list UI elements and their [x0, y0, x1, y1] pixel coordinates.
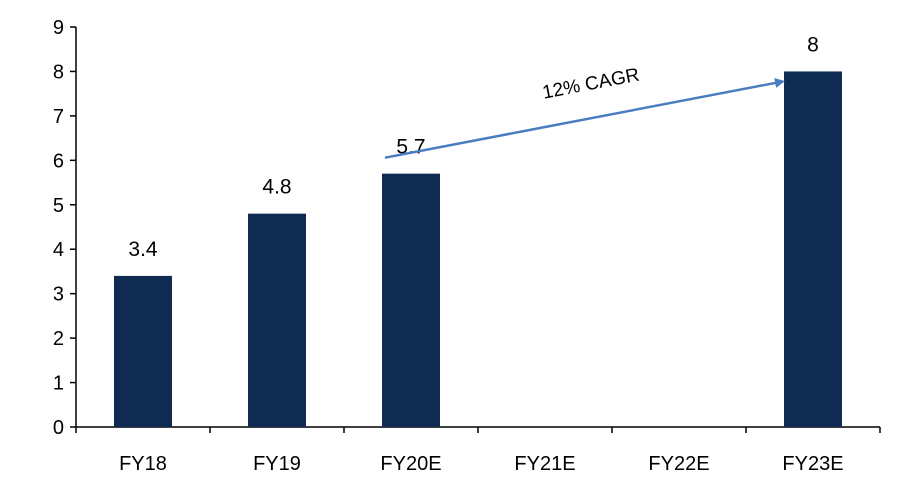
bar-fy23e: [784, 71, 842, 427]
data-labels: 3.44.85.78: [128, 33, 818, 260]
x-tick-label: FY18: [119, 453, 167, 475]
y-tick-label: 4: [53, 239, 64, 261]
cagr-label: 12% CAGR: [541, 65, 641, 104]
y-tick-label: 2: [53, 328, 64, 350]
y-tick-label: 1: [53, 373, 64, 395]
y-tick-label: 0: [53, 417, 64, 439]
bar-fy19: [248, 213, 306, 427]
y-tick-label: 9: [53, 17, 64, 39]
bar-fy20e: [382, 173, 440, 427]
x-tick-label: FY22E: [648, 453, 709, 475]
y-tick-label: 5: [53, 195, 64, 217]
cagr-arrow: [384, 78, 785, 159]
bar-fy18: [114, 275, 172, 427]
x-tick-label: FY21E: [514, 453, 575, 475]
data-label-fy19: 4.8: [262, 176, 291, 199]
y-tick-label: 8: [53, 61, 64, 83]
x-tick-label: FY23E: [782, 453, 843, 475]
x-tick-label: FY20E: [380, 453, 441, 475]
bars: [114, 71, 842, 427]
y-tick-label: 3: [53, 284, 64, 306]
x-axis: FY18 FY19 FY20E FY21E FY22E FY23E: [75, 426, 881, 475]
y-tick-label: 7: [53, 106, 64, 128]
data-label-fy18: 3.4: [128, 238, 158, 261]
y-axis: 0 1 2 3 4 5 6 7 8 9: [53, 17, 77, 439]
data-label-fy23e: 8: [807, 33, 819, 56]
y-tick-label: 6: [53, 150, 64, 172]
x-tick-label: FY19: [253, 453, 301, 475]
cagr-annotation: 12% CAGR: [384, 65, 785, 159]
